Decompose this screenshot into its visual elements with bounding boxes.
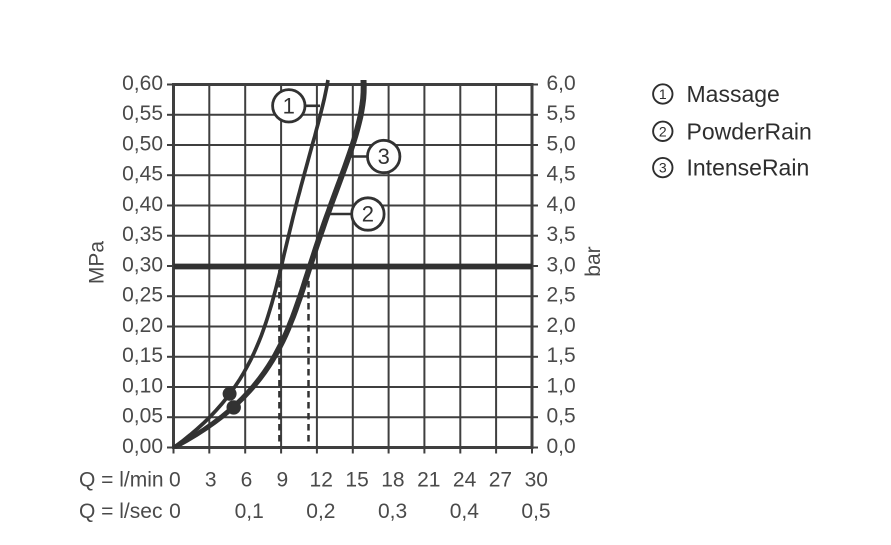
svg-text:3,0: 3,0: [547, 253, 576, 276]
svg-text:15: 15: [345, 469, 368, 492]
svg-text:12: 12: [310, 469, 333, 492]
svg-text:Massage: Massage: [687, 81, 780, 107]
svg-text:21: 21: [417, 469, 440, 492]
svg-text:0,00: 0,00: [122, 435, 163, 458]
svg-text:3: 3: [378, 144, 390, 169]
svg-text:3,5: 3,5: [547, 223, 576, 246]
svg-text:18: 18: [381, 469, 404, 492]
svg-text:0,4: 0,4: [450, 500, 480, 523]
svg-text:0: 0: [169, 469, 181, 492]
svg-text:0,5: 0,5: [521, 500, 550, 523]
svg-text:0,30: 0,30: [122, 253, 163, 276]
svg-text:0,20: 0,20: [122, 314, 163, 337]
svg-text:0,15: 0,15: [122, 344, 163, 367]
svg-text:1,0: 1,0: [547, 374, 576, 397]
svg-text:MPa: MPa: [86, 241, 109, 285]
svg-text:0,25: 0,25: [122, 284, 163, 307]
svg-text:PowderRain: PowderRain: [687, 118, 812, 144]
svg-text:30: 30: [525, 469, 548, 492]
svg-text:0,35: 0,35: [122, 223, 163, 246]
svg-text:4,0: 4,0: [547, 193, 576, 216]
svg-text:3: 3: [205, 469, 217, 492]
svg-text:0,3: 0,3: [378, 500, 407, 523]
svg-text:5,0: 5,0: [547, 132, 576, 155]
svg-text:0,5: 0,5: [547, 405, 576, 428]
svg-text:24: 24: [453, 469, 477, 492]
svg-text:IntenseRain: IntenseRain: [687, 155, 810, 181]
svg-text:0,45: 0,45: [122, 163, 163, 186]
svg-text:5,5: 5,5: [547, 102, 576, 125]
svg-text:Q = l/min: Q = l/min: [79, 469, 164, 492]
svg-text:6,0: 6,0: [547, 72, 576, 95]
svg-text:4,5: 4,5: [547, 163, 576, 186]
svg-text:9: 9: [277, 469, 289, 492]
svg-text:6: 6: [241, 469, 253, 492]
svg-text:1,5: 1,5: [547, 344, 576, 367]
svg-text:27: 27: [489, 469, 512, 492]
svg-text:0,50: 0,50: [122, 132, 163, 155]
svg-text:0,0: 0,0: [547, 435, 576, 458]
svg-text:0,55: 0,55: [122, 102, 163, 125]
svg-text:0,2: 0,2: [306, 500, 335, 523]
svg-text:0,1: 0,1: [235, 500, 264, 523]
svg-text:2: 2: [362, 202, 374, 227]
svg-text:0,05: 0,05: [122, 405, 163, 428]
svg-text:1: 1: [659, 86, 667, 102]
svg-text:2,5: 2,5: [547, 284, 576, 307]
svg-text:0,60: 0,60: [122, 72, 163, 95]
svg-text:3: 3: [659, 160, 667, 176]
svg-text:1: 1: [283, 93, 295, 118]
svg-text:0,40: 0,40: [122, 193, 163, 216]
svg-text:Q = l/sec: Q = l/sec: [79, 500, 162, 523]
svg-text:0: 0: [169, 500, 181, 523]
svg-text:bar: bar: [582, 246, 605, 276]
svg-text:0,10: 0,10: [122, 374, 163, 397]
svg-text:2,0: 2,0: [547, 314, 576, 337]
svg-text:2: 2: [659, 123, 667, 139]
